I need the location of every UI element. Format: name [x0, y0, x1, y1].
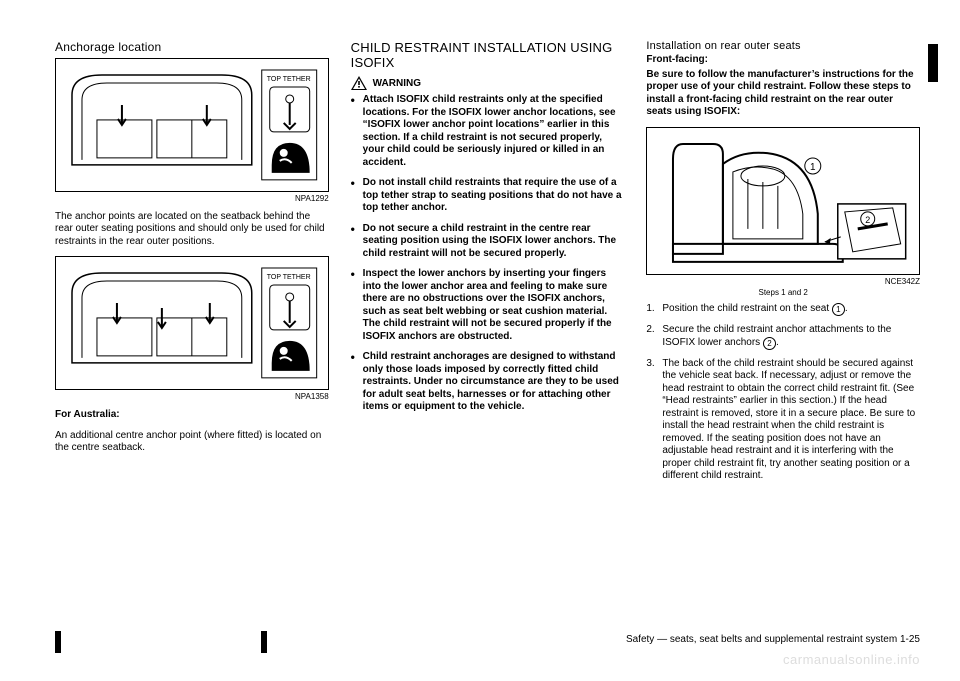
australia-body: An additional centre anchor point (where… [55, 430, 329, 455]
warning-item-1: Attach ISOFIX child restraints only at t… [351, 94, 625, 169]
figure-id-1: NPA1292 [55, 194, 329, 203]
circled-1: 1 [832, 303, 845, 316]
warning-row: WARNING [351, 76, 625, 90]
warning-icon [351, 76, 367, 90]
step-1: Position the child restraint on the seat… [646, 303, 920, 316]
anchorage-heading: Anchorage location [55, 40, 329, 54]
figure-id-3: NCE342Z [646, 277, 920, 286]
circled-2: 2 [763, 337, 776, 350]
warning-item-2: Do not install child restraints that req… [351, 177, 625, 215]
column-1: Anchorage location TOP TETHER [55, 40, 329, 491]
edge-tab [928, 44, 938, 82]
steps-list: Position the child restraint on the seat… [646, 303, 920, 483]
svg-text:1: 1 [810, 161, 816, 172]
spine-marks [55, 631, 267, 653]
column-2: CHILD RESTRAINT INSTALLATION USING ISOFI… [351, 40, 625, 491]
warning-item-5: Child restraint anchorages are designed … [351, 351, 625, 414]
top-tether-label-2: TOP TETHER [267, 274, 311, 281]
svg-text:2: 2 [866, 214, 871, 224]
figure-id-2: NPA1358 [55, 392, 329, 401]
column-3: Installation on rear outer seats Front-f… [646, 40, 920, 491]
isofix-heading: CHILD RESTRAINT INSTALLATION USING ISOFI… [351, 40, 625, 70]
page-footer: Safety — seats, seat belts and supplemen… [626, 634, 920, 645]
top-tether-label-1: TOP TETHER [267, 76, 311, 83]
figure-caption: Steps 1 and 2 [646, 288, 920, 297]
warning-item-4: Inspect the lower anchors by inserting y… [351, 268, 625, 343]
anchor-points-paragraph: The anchor points are located on the sea… [55, 211, 329, 249]
warning-label: WARNING [373, 78, 421, 89]
figure-child-seat: 1 2 [646, 127, 920, 276]
step-3: The back of the child restraint should b… [646, 358, 920, 483]
front-facing-intro: Be sure to follow the manufacturer’s ins… [646, 69, 920, 119]
watermark: carmanualsonline.info [783, 652, 920, 667]
install-rear-heading: Installation on rear outer seats [646, 40, 920, 52]
page-content: Anchorage location TOP TETHER [0, 0, 960, 501]
warning-item-3: Do not secure a child restraint in the c… [351, 223, 625, 261]
front-facing-heading: Front-facing: [646, 54, 920, 67]
australia-heading: For Australia: [55, 409, 329, 422]
step-2: Secure the child restraint anchor attach… [646, 324, 920, 350]
figure-anchor-1: TOP TETHER [55, 58, 329, 192]
figure-anchor-2: TOP TETHER [55, 256, 329, 390]
warning-list: Attach ISOFIX child restraints only at t… [351, 94, 625, 414]
